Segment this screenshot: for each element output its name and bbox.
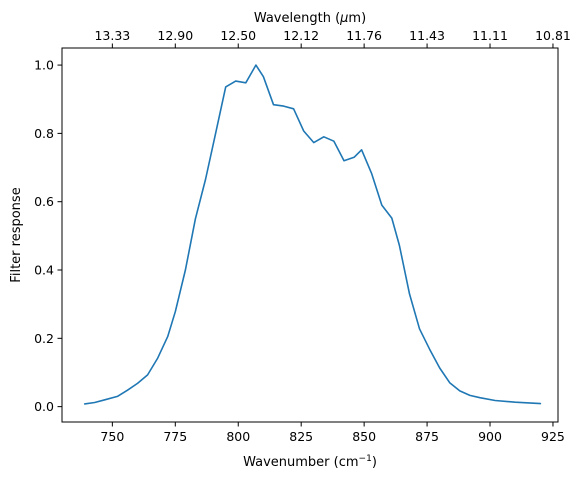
x-tick-label: 825	[289, 429, 313, 444]
y-tick-label: 1.0	[34, 58, 54, 73]
y-axis-label: Filter response	[9, 187, 24, 282]
y-tick-label: 0.2	[34, 331, 54, 346]
top-tick-label: 13.33	[94, 28, 130, 43]
x-tick-label: 925	[541, 429, 565, 444]
y-tick-label: 0.4	[34, 263, 54, 278]
top-tick-label: 12.12	[283, 28, 319, 43]
x-tick-label: 750	[100, 429, 124, 444]
series-line	[83, 64, 542, 405]
top-tick-label: 12.50	[220, 28, 256, 43]
x-tick-label: 850	[352, 429, 376, 444]
ticks-layer: 750 775 800 825 850 875 900 925 0.0 0.2 0.4 0.6 0.8 1…	[34, 28, 571, 444]
top-tick-label: 10.81	[535, 28, 571, 43]
y-tick-label: 0.6	[34, 194, 54, 209]
plot-frame	[61, 47, 559, 423]
top-tick-label: 11.11	[472, 28, 508, 43]
x-axis-label: Wavenumber (cm−1)	[243, 454, 377, 470]
y-tick-label: 0.8	[34, 126, 54, 141]
plot-area	[62, 48, 558, 422]
y-tick-label: 0.0	[34, 399, 54, 414]
top-tick-label: 11.76	[346, 28, 382, 43]
top-tick-label: 11.43	[409, 28, 445, 43]
x-tick-label: 800	[226, 429, 250, 444]
top-tick-label: 12.90	[157, 28, 193, 43]
x-tick-label: 875	[415, 429, 439, 444]
x-tick-label: 900	[478, 429, 502, 444]
top-axis-label: Wavelength (μm)	[254, 11, 366, 26]
x-tick-label: 775	[163, 429, 187, 444]
